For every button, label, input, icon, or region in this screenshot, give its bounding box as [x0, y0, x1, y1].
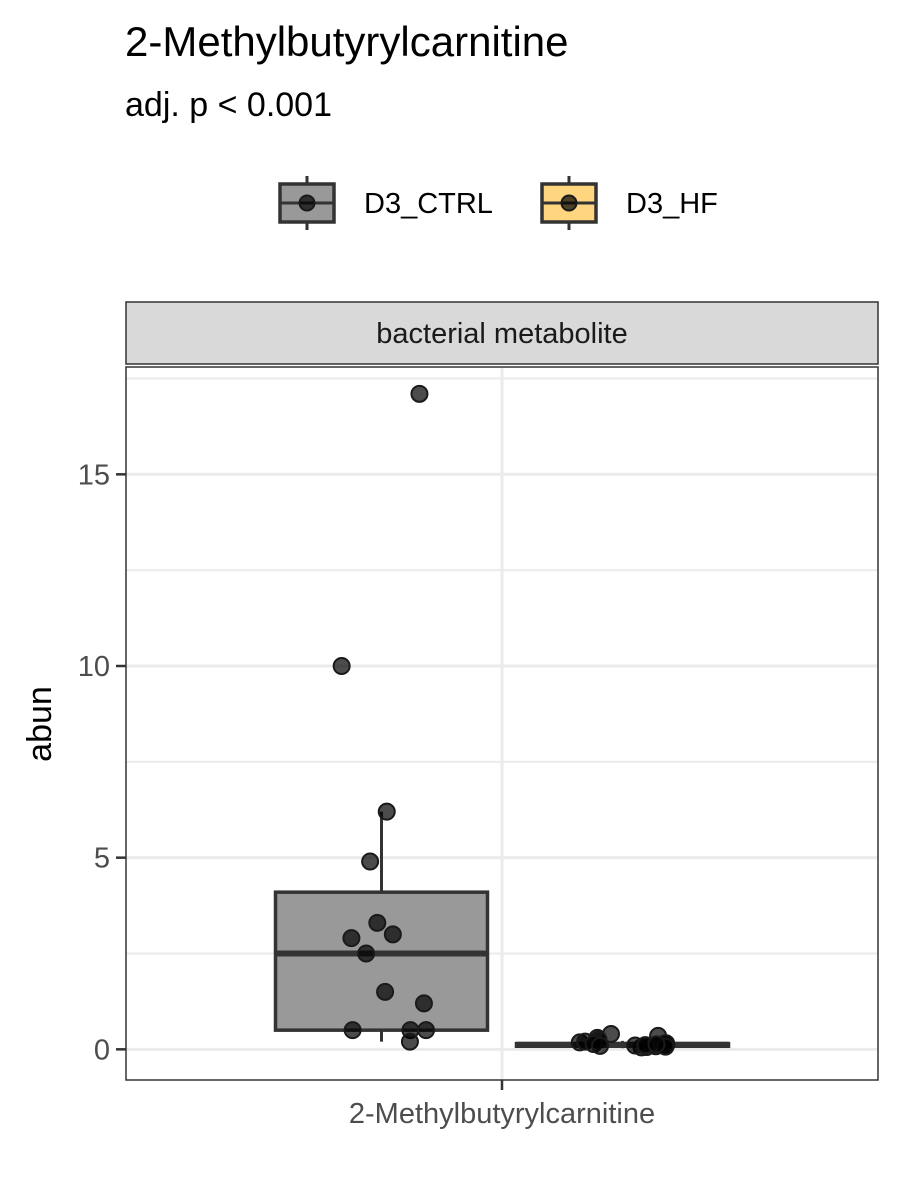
data-point-D3_CTRL	[361, 852, 380, 871]
data-point-D3_CTRL	[377, 802, 396, 821]
legend: D3_CTRL D3_HF	[278, 176, 718, 230]
data-point-D3_CTRL	[368, 913, 387, 932]
facet-strip: bacterial metabolite	[125, 301, 879, 365]
data-point-D3_CTRL	[383, 925, 402, 944]
box-iqr	[273, 890, 490, 1032]
legend-item-D3_HF: D3_HF	[540, 176, 718, 230]
plot-panel	[125, 366, 879, 1081]
boxplot-D3_HF	[514, 1040, 731, 1049]
chart-title: 2-Methylbutyrylcarnitine	[125, 18, 569, 65]
y-axis: 0 5 10 15	[78, 459, 126, 1066]
data-point-D3_CTRL	[410, 384, 429, 403]
y-tick-label: 5	[94, 843, 110, 875]
data-point-D3_CTRL	[332, 657, 351, 675]
y-tick-label: 10	[78, 651, 110, 683]
data-point-D3_CTRL	[376, 982, 395, 1001]
legend-label: D3_HF	[626, 188, 718, 220]
x-tick-label: 2-Methylbutyrylcarnitine	[349, 1098, 655, 1130]
legend-key-point	[560, 194, 578, 212]
legend-key-point	[298, 194, 316, 212]
data-points	[332, 384, 676, 1057]
data-point-D3_HF	[591, 1036, 610, 1055]
data-point-D3_CTRL	[400, 1032, 419, 1051]
data-point-D3_CTRL	[342, 929, 361, 948]
data-point-D3_CTRL	[414, 994, 433, 1013]
grid-lines	[126, 367, 878, 1080]
y-tick-label: 15	[78, 459, 110, 491]
data-point-D3_HF	[647, 1035, 666, 1054]
data-point-D3_CTRL	[357, 944, 376, 963]
chart-subtitle: adj. p < 0.001	[125, 86, 332, 124]
data-point-D3_CTRL	[343, 1021, 362, 1040]
legend-label: D3_CTRL	[364, 188, 493, 220]
facet-strip-background	[125, 301, 879, 365]
data-point-D3_CTRL	[417, 1021, 436, 1040]
y-axis-title: abun	[21, 686, 59, 762]
legend-item-D3_CTRL: D3_CTRL	[278, 176, 493, 230]
x-axis: 2-Methylbutyrylcarnitine	[349, 1080, 655, 1130]
facet-strip-label: bacterial metabolite	[376, 318, 627, 350]
y-tick-label: 0	[94, 1034, 110, 1066]
